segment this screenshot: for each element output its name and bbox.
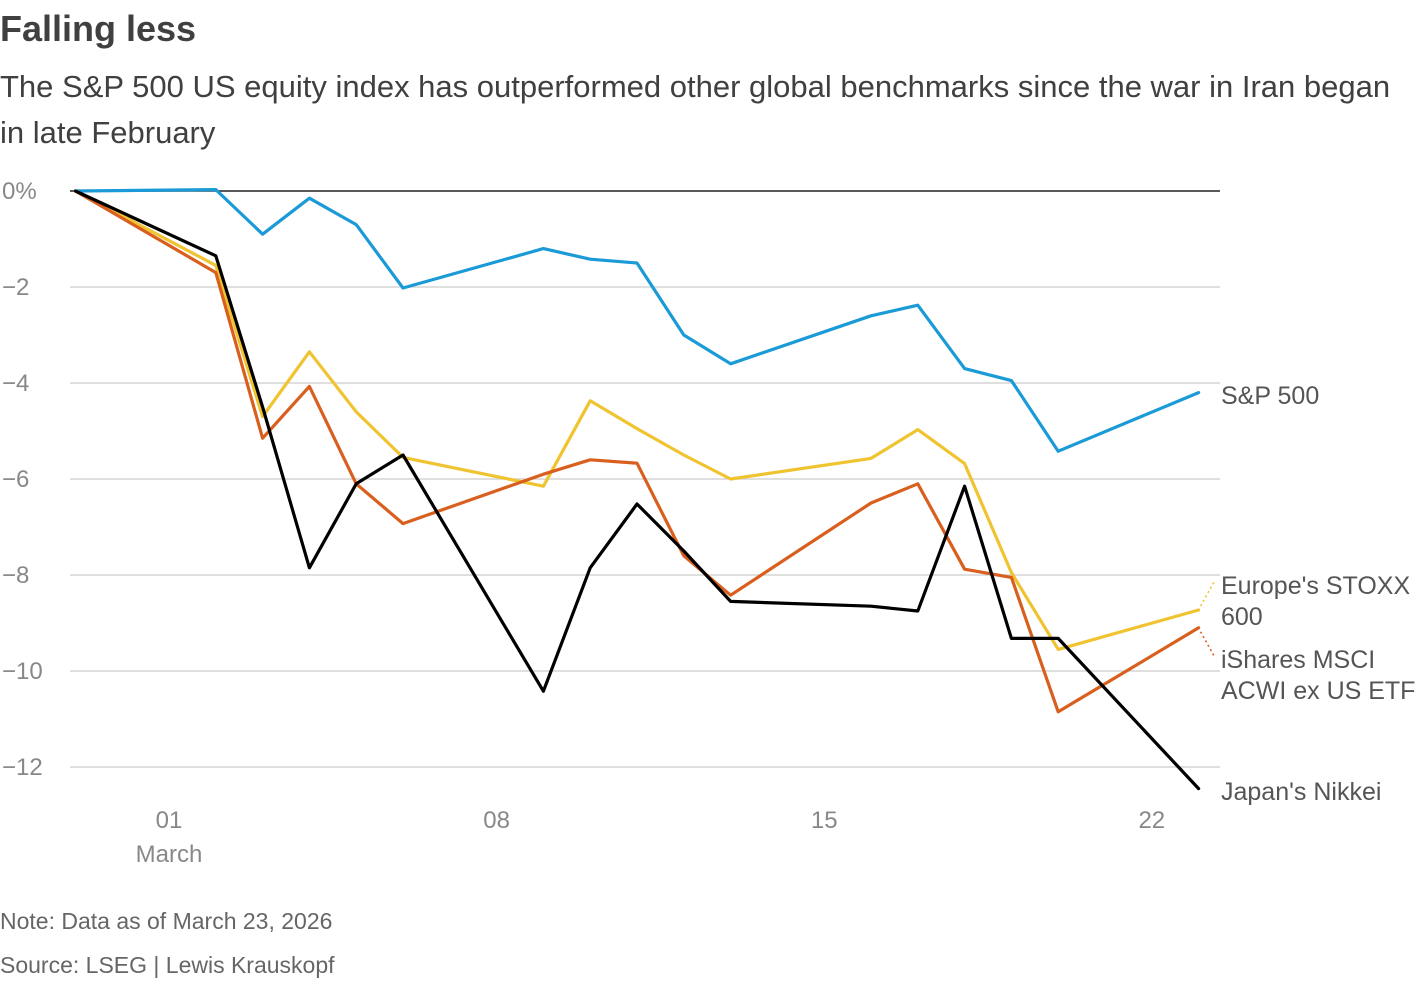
y-tick-label: 0% (2, 178, 37, 205)
series-line (73, 189, 1201, 791)
chart-subtitle: The S&P 500 US equity index has outperfo… (0, 69, 1391, 150)
series-line (73, 189, 1201, 652)
label-leader-line (1199, 581, 1215, 607)
chart-source: Source: LSEG | Lewis Krauskopf (0, 952, 335, 978)
series-line (73, 188, 1201, 453)
series-end-label: iShares MSCI (1221, 646, 1375, 674)
x-tick-label: 15 (811, 807, 838, 834)
y-axis: 0% −2 −4 −6 −8 −10 −12 (2, 178, 43, 781)
x-tick-label: 01 (156, 807, 183, 834)
series-labels: S&P 500 Europe's STOXX 600 iShares MSCI ACWI… (1199, 382, 1415, 806)
label-leader-line (1199, 631, 1215, 657)
series-end-label: S&P 500 (1221, 382, 1319, 410)
x-axis: 01 March 08 15 22 (136, 807, 1165, 868)
x-tick-sublabel: March (136, 841, 203, 868)
x-tick-label: 08 (483, 807, 510, 834)
series-end-label: ACWI ex US ETF (1221, 677, 1415, 705)
series-end-label: 600 (1221, 603, 1263, 631)
x-tick-label: 22 (1138, 807, 1165, 834)
series-lines (73, 188, 1201, 791)
series-end-label: Japan's Nikkei (1221, 778, 1381, 806)
series-end-label: Europe's STOXX (1221, 572, 1410, 600)
y-tick-label: −2 (2, 274, 29, 301)
chart-title: Falling less (0, 8, 197, 49)
y-tick-label: −10 (2, 658, 43, 685)
y-tick-label: −6 (2, 466, 29, 493)
y-tick-label: −8 (2, 562, 29, 589)
y-tick-label: −4 (2, 370, 29, 397)
chart-note: Note: Data as of March 23, 2026 (0, 908, 333, 934)
series-line (73, 189, 1201, 714)
line-chart: 0% −2 −4 −6 −8 −10 −12 01 March 08 15 22 S&P 500 Eu… (2, 178, 1415, 868)
y-tick-label: −12 (2, 754, 43, 781)
